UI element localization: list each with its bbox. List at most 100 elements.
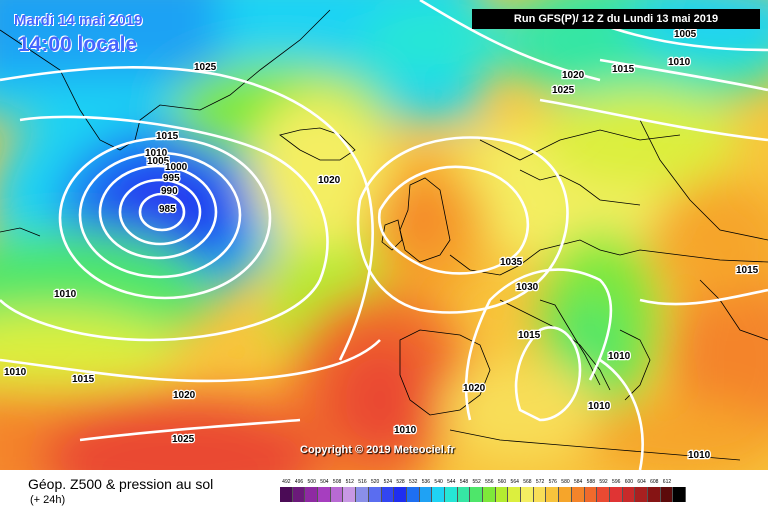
legend-value: 584 [573, 479, 583, 485]
legend-value: 564 [510, 479, 519, 485]
map-title: Géop. Z500 & pression au sol [28, 476, 214, 492]
legend-swatch [521, 487, 534, 502]
legend-item: 536 [419, 479, 433, 504]
legend-item: 592 [597, 479, 610, 504]
legend-swatch [343, 487, 357, 502]
legend-value: 548 [459, 479, 469, 485]
legend-swatch [597, 487, 610, 502]
legend-item: 532 [406, 479, 420, 504]
legend-swatch [368, 487, 382, 502]
legend-value: 504 [320, 479, 329, 485]
legend-item: 568 [521, 479, 534, 504]
legend-swatch [660, 487, 674, 502]
legend-item: 540 [432, 479, 445, 504]
isobar-label: 1015 [518, 330, 541, 341]
isobar-label: 1015 [156, 131, 179, 142]
isobar-label: 1010 [145, 148, 168, 159]
isobar-label: 1000 [165, 162, 188, 173]
legend-value: 604 [637, 479, 646, 485]
legend-item: 516 [356, 479, 369, 504]
isobar-label: 1010 [688, 450, 711, 461]
isobar-label: 1015 [736, 265, 759, 276]
legend-item: 588 [584, 479, 598, 504]
legend-swatch [635, 487, 648, 502]
legend-item: 564 [508, 479, 522, 504]
copyright-notice: Copyright © 2019 Meteociel.fr [300, 444, 455, 456]
legend-swatch [495, 487, 509, 502]
legend-swatch [622, 487, 636, 502]
legend-swatch [292, 487, 306, 502]
legend-value: 608 [650, 479, 659, 485]
isobar-label: 990 [161, 186, 178, 197]
legend-item [673, 479, 686, 504]
isobar-label: 1025 [194, 62, 217, 73]
legend-value: 524 [383, 479, 393, 485]
isobar-label: 1010 [394, 425, 417, 436]
legend-value: 612 [662, 479, 672, 485]
legend-value: 572 [535, 479, 545, 485]
isobar-label: 1020 [318, 175, 341, 186]
legend-item: 500 [305, 479, 319, 504]
legend-swatch [457, 487, 471, 502]
legend-value: 536 [421, 479, 431, 485]
legend-value: 544 [447, 479, 456, 485]
legend-swatch [546, 487, 560, 502]
legend-item: 608 [647, 479, 661, 504]
legend-swatch [305, 487, 319, 502]
legend-item: 576 [546, 479, 560, 504]
legend-value: 568 [523, 479, 532, 485]
legend-value: 492 [282, 479, 291, 485]
map-footer: Géop. Z500 & pression au sol (+ 24h) 492… [0, 470, 768, 512]
legend-swatch [470, 487, 483, 502]
isobar-label: 1015 [612, 64, 635, 75]
legend-swatch [673, 487, 686, 502]
isobar-label: 1035 [500, 257, 523, 268]
legend-item: 596 [609, 479, 623, 504]
legend-swatch [318, 487, 331, 502]
legend-item: 544 [444, 479, 458, 504]
legend-swatch [483, 487, 496, 502]
legend-value: 600 [624, 479, 634, 485]
isobar-label: 1020 [173, 390, 196, 401]
legend-value: 516 [358, 479, 367, 485]
legend-swatch [508, 487, 522, 502]
legend-swatch [394, 487, 407, 502]
isobar-label: 1010 [54, 289, 77, 300]
isobar-label: 1010 [4, 367, 27, 378]
legend-swatch [584, 487, 598, 502]
legend-swatch [444, 487, 458, 502]
legend-value: 560 [497, 479, 507, 485]
legend-swatch [381, 487, 395, 502]
legend-swatch [280, 487, 293, 502]
legend-swatch [356, 487, 369, 502]
legend-swatch [609, 487, 623, 502]
legend-value: 496 [294, 479, 304, 485]
legend-swatch [571, 487, 585, 502]
isobar-label: 1020 [562, 70, 585, 81]
legend-value: 580 [561, 479, 570, 485]
legend-item: 496 [292, 479, 306, 504]
isobars [0, 0, 768, 470]
isobar-labels: 1005 1025 1020 1015 1025 1010 1015 1010 … [3, 28, 760, 463]
isobar-label: 1005 [147, 156, 170, 167]
color-legend: 492 496 500 504 508 512 516 520 524 528 532 536 540 5… [280, 479, 686, 504]
legend-value: 588 [586, 479, 596, 485]
legend-swatch [559, 487, 572, 502]
legend-value: 528 [396, 479, 405, 485]
legend-item: 600 [622, 479, 636, 504]
isobar-label: 1030 [516, 282, 539, 293]
legend-swatch [533, 487, 547, 502]
isobar-label: 1025 [552, 85, 575, 96]
legend-item: 520 [368, 479, 382, 504]
legend-value: 596 [612, 479, 621, 485]
legend-item: 604 [635, 479, 648, 504]
legend-item: 492 [280, 479, 293, 504]
legend-swatch [432, 487, 445, 502]
isobar-label: 995 [163, 173, 180, 184]
weather-map: 1005 1025 1020 1015 1025 1010 1015 1010 … [0, 0, 768, 470]
isobar-label: 1015 [72, 374, 95, 385]
legend-value: 576 [548, 479, 557, 485]
legend-value: 540 [434, 479, 443, 485]
legend-item: 504 [318, 479, 331, 504]
map-canvas: 1005 1025 1020 1015 1025 1010 1015 1010 … [0, 0, 768, 470]
